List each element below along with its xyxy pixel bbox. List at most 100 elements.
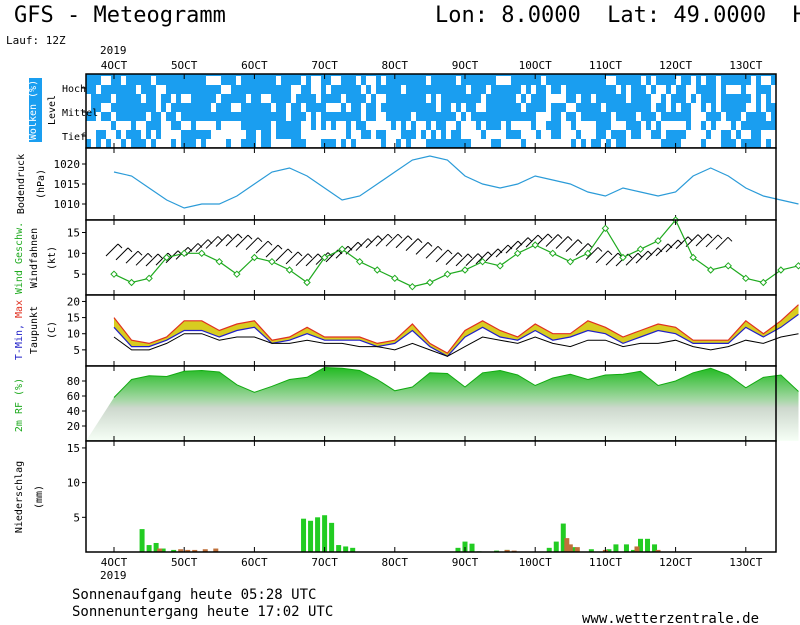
cloud-gap-cell (451, 121, 456, 130)
cloud-gap-cell (151, 76, 156, 85)
cloud-gap-cell (761, 139, 766, 148)
cloud-gap-cell (611, 76, 616, 85)
cloud-gap-cell (591, 130, 596, 139)
cloud-gap-cell (691, 121, 696, 130)
wind-barb (455, 253, 469, 267)
website-link[interactable]: www.wetterzentrale.de (582, 611, 759, 625)
cloud-gap-cell (156, 103, 161, 112)
cloud-gap-cell (531, 139, 536, 148)
cloud-gap-cell (126, 139, 131, 148)
wind-speed-point (338, 245, 346, 253)
cloud-gap-cell (681, 139, 686, 148)
rain-bar (630, 549, 636, 552)
cloud-gap-cell (446, 130, 451, 139)
cloud-gap-cell (646, 85, 651, 94)
cloud-gap-cell (481, 103, 486, 112)
tmax-label: Max (14, 300, 25, 324)
wind-barb-feather (697, 234, 703, 240)
wind-barb-feather (277, 244, 283, 250)
pressure-ytick-label: 1015 (54, 178, 81, 191)
wind-speed-point (145, 274, 153, 283)
cloud-gap-cell (691, 76, 696, 85)
cloud-gap-cell (316, 121, 321, 130)
cloud-gap-cell (176, 139, 181, 148)
wind-speed-point (233, 270, 241, 278)
rain-bar (606, 549, 612, 552)
date-label-top: 13OCT (729, 59, 762, 72)
cloud-gap-cell (181, 121, 186, 130)
cloud-gap-cell (676, 103, 681, 112)
cloud-gap-cell (466, 121, 471, 130)
cloud-gap-cell (591, 121, 596, 130)
cloud-gap-cell (356, 130, 361, 139)
rain-bar (315, 517, 321, 552)
wind-barb (135, 252, 149, 266)
cloud-gap-cell (101, 76, 106, 85)
cloud-gap-cell (541, 121, 546, 130)
cloud-gap-cell (416, 130, 421, 139)
cloud-gap-cell (486, 130, 491, 139)
cloud-gap-cell (111, 130, 116, 139)
cloud-gap-cell (581, 130, 586, 139)
date-label-top: 5OCT (171, 59, 198, 72)
cloud-gap-cell (236, 76, 241, 85)
cloud-gap-cell (221, 130, 226, 139)
cloud-gap-cell (496, 130, 501, 139)
cloud-gap-cell (381, 112, 386, 121)
wind-barb (485, 248, 499, 262)
tmin-label: T-Min, (14, 324, 25, 360)
rain-bar (336, 545, 342, 552)
wind-barb (245, 237, 259, 251)
pressure-axis-label: Bodendruck (16, 154, 27, 214)
cloud-gap-cell (401, 139, 406, 148)
cloud-gap-cell (516, 121, 521, 130)
cloud-gap-cell (311, 139, 316, 148)
cloud-gap-cell (621, 121, 626, 130)
cloud-gap-cell (691, 112, 696, 121)
cloud-gap-cell (766, 76, 771, 85)
cloud-gap-cell (186, 94, 191, 103)
cloud-gap-cell (436, 94, 441, 103)
cloud-gap-cell (686, 94, 691, 103)
precipitation-axis-label: Niederschlag (14, 461, 25, 533)
cloud-gap-cell (306, 130, 311, 139)
date-label-bottom: 12OCT (659, 556, 692, 569)
wind-speed-point (531, 241, 539, 249)
wind-barb-feather (397, 233, 403, 239)
cloud-gap-cell (371, 139, 376, 148)
cloud-gap-cell (741, 112, 746, 121)
cloud-gap-cell (436, 130, 441, 139)
wind-barb (225, 233, 239, 247)
cloud-gap-cell (86, 94, 91, 103)
cloud-gap-cell (761, 76, 766, 85)
wind-barb-feather (597, 247, 603, 252)
wind-barb-feather (157, 253, 163, 259)
wind-barb-feather (477, 253, 483, 259)
cloud-gap-cell (606, 130, 611, 139)
cloud-gap-cell (211, 76, 216, 85)
precipitation-background (86, 441, 776, 552)
wind-barb-feather (557, 234, 563, 239)
rain-bar (329, 522, 335, 552)
rain-bar (139, 529, 145, 552)
cloud-gap-cell (221, 139, 226, 148)
rain-bar (153, 542, 159, 552)
wind-barb (685, 234, 699, 248)
rain-bar (350, 547, 356, 552)
cloud-gap-cell (226, 130, 231, 139)
wind-barb (675, 236, 689, 250)
cloud-gap-cell (536, 112, 541, 121)
cloud-gap-cell (166, 130, 171, 139)
cloud-gap-cell (176, 130, 181, 139)
cloud-gap-cell (486, 85, 491, 94)
cloud-gap-cell (476, 103, 481, 112)
tmin-line (113, 313, 799, 358)
wind-barb (655, 243, 669, 257)
cloud-gap-cell (566, 103, 571, 112)
wind-barb (235, 234, 249, 248)
cloud-gap-cell (421, 139, 426, 148)
cloud-gap-cell (696, 121, 701, 130)
cloud-gap-cell (676, 121, 681, 130)
cloud-gap-cell (516, 139, 521, 148)
cloud-gap-cell (546, 130, 551, 139)
